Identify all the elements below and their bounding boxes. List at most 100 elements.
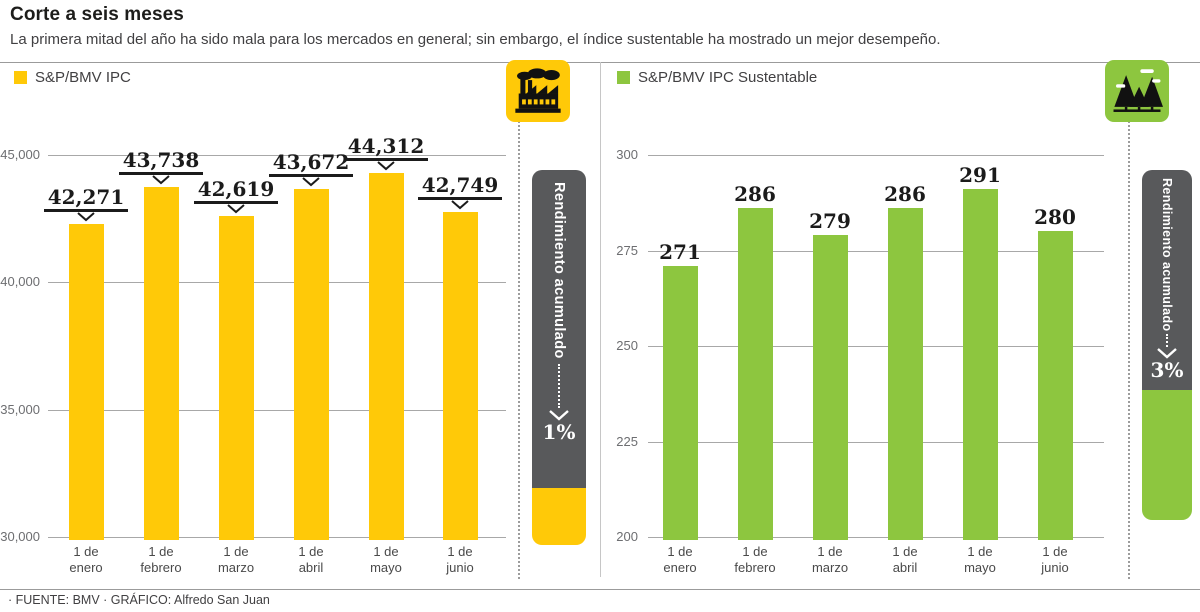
bar (442, 212, 478, 540)
bar-value-label: 286 (695, 176, 815, 206)
x-tick-line: junio (1041, 560, 1069, 575)
dotted-arrow-shaft (1166, 333, 1168, 347)
cumulative-return-label: Rendimiento acumulado (1160, 178, 1174, 332)
chevron-down-icon (1157, 347, 1177, 359)
bar-value-text: 43,738 (118, 149, 204, 176)
bar-value-label: 291 (920, 157, 1040, 187)
dotted-separator-left (518, 62, 520, 579)
legend-ipc-sustentable: S&P/BMV IPC Sustentable (617, 69, 817, 86)
bar (887, 208, 923, 540)
gridline (48, 282, 506, 284)
bar-value-label: 271 (620, 234, 740, 264)
cumulative-return-color-segment (1142, 390, 1192, 520)
bar (737, 208, 773, 540)
x-tick-line: abril (298, 560, 324, 575)
bar-value-label: 286 (845, 176, 965, 206)
x-tick-line: enero (69, 560, 103, 575)
x-tick-label: 1 de abril (865, 544, 945, 576)
gridline (48, 409, 506, 411)
x-tick-label: 1 de mayo (940, 544, 1020, 576)
x-tick-line: 1 de (373, 544, 399, 559)
x-tick-line: 1 de (742, 544, 768, 559)
bar (662, 265, 698, 540)
bar-value-label: 43,672 (251, 145, 371, 187)
x-tick-label: 1 de enero (640, 544, 720, 576)
panel-divider (600, 62, 601, 577)
x-tick-line: 1 de (892, 544, 918, 559)
x-tick-label: 1 de junio (1015, 544, 1095, 576)
trees-icon-glyph (1113, 69, 1163, 112)
x-tick-line: febrero (734, 560, 776, 575)
bar (293, 188, 329, 540)
x-tick-label: 1 de enero (46, 544, 126, 576)
x-tick-line: 1 de (1042, 544, 1068, 559)
bar-value-label: 43,738 (101, 143, 221, 185)
x-tick-line: febrero (140, 560, 182, 575)
label-pointer-chevron-icon (227, 203, 245, 213)
x-tick-line: 1 de (447, 544, 473, 559)
x-tick-label: 1 de febrero (715, 544, 795, 576)
x-tick-label: 1 de mayo (346, 544, 426, 576)
label-pointer-chevron-icon (77, 212, 95, 222)
bar-value-text: 42,749 (417, 174, 503, 201)
x-tick-line: abril (892, 560, 918, 575)
bar-value-text: 291 (959, 163, 1001, 188)
bar-value-label: 44,312 (326, 129, 446, 171)
page-subtitle: La primera mitad del año ha sido mala pa… (10, 31, 941, 48)
x-tick-label: 1 de marzo (790, 544, 870, 576)
x-tick-label: 1 de marzo (196, 544, 276, 576)
bar (143, 187, 179, 540)
legend-swatch-yellow (14, 71, 27, 84)
gridline (648, 441, 1104, 443)
page-title: Corte a seis meses (10, 4, 184, 25)
bar-value-label: 280 (995, 199, 1115, 229)
cumulative-return-gray-segment: Rendimiento acumulado 1% (532, 170, 586, 488)
label-pointer-chevron-icon (152, 175, 170, 185)
bar-value-text: 43,672 (268, 150, 354, 177)
label-pointer-chevron-icon (377, 160, 395, 170)
bar-value-label: 279 (770, 203, 890, 233)
footer-credits: · FUENTE: BMV · GRÁFICO: Alfredo San Jua… (8, 593, 270, 607)
bar (68, 224, 104, 540)
x-tick-label: 1 de abril (271, 544, 351, 576)
bar-value-text: 42,271 (43, 186, 129, 213)
bar-value-label: 42,749 (400, 168, 520, 210)
bar-value-text: 286 (734, 182, 776, 207)
gridline (48, 537, 506, 538)
x-tick-line: 1 de (298, 544, 324, 559)
y-tick-label: 30,000 (0, 529, 40, 544)
gridline (648, 346, 1104, 347)
bar (962, 189, 998, 540)
x-tick-line: mayo (964, 560, 996, 575)
dotted-separator-right (1128, 62, 1130, 579)
cumulative-return-label: Rendimiento acumulado (551, 182, 567, 359)
factory-icon-glyph (515, 68, 561, 113)
legend-label: S&P/BMV IPC (35, 69, 131, 86)
bar (368, 172, 404, 540)
cumulative-return-value: 3% (1150, 357, 1184, 382)
y-tick-label: 45,000 (0, 147, 40, 162)
gridline (648, 537, 1104, 538)
gridline (648, 155, 1104, 156)
bar-value-text: 42,619 (193, 177, 279, 204)
x-tick-line: junio (446, 560, 474, 575)
cumulative-return-bar-ipc: Rendimiento acumulado 1% (532, 170, 586, 545)
legend-ipc: S&P/BMV IPC (14, 69, 131, 86)
cumulative-return-value: 1% (542, 419, 576, 444)
x-tick-label: 1 de junio (420, 544, 500, 576)
bar (1037, 231, 1073, 540)
footer-rule (0, 589, 1200, 590)
bar-value-text: 44,312 (343, 134, 429, 161)
x-tick-line: enero (663, 560, 697, 575)
factory-icon (506, 60, 570, 122)
bar-value-text: 286 (884, 182, 926, 207)
y-tick-label: 275 (616, 242, 638, 258)
x-tick-line: 1 de (817, 544, 843, 559)
y-tick-label: 225 (616, 433, 638, 449)
gridline (48, 155, 506, 156)
x-tick-line: 1 de (73, 544, 99, 559)
x-tick-line: 1 de (223, 544, 249, 559)
legend-swatch-green (617, 71, 630, 84)
y-tick-label: 200 (616, 529, 638, 544)
bar-value-text: 280 (1034, 205, 1076, 230)
